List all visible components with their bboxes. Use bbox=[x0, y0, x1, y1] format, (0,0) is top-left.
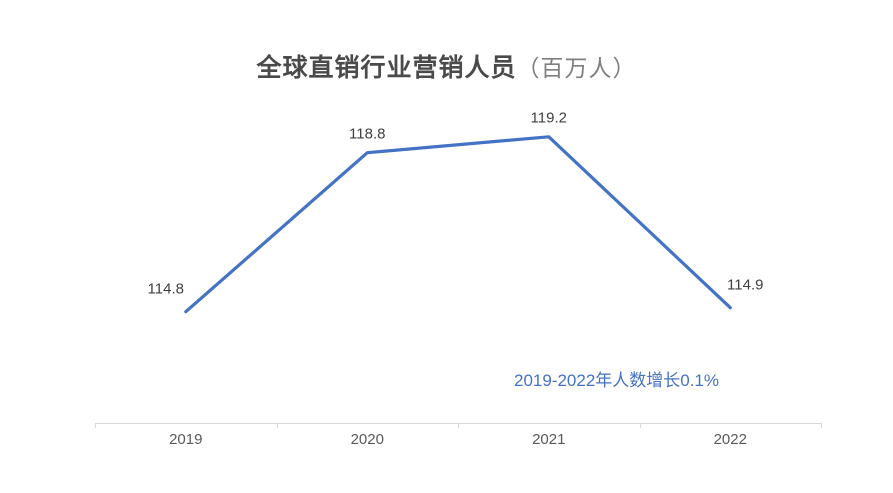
data-label: 118.8 bbox=[349, 125, 386, 143]
x-axis-tick bbox=[639, 423, 641, 428]
growth-annotation: 2019-2022年人数增长0.1% bbox=[514, 371, 720, 390]
x-axis-label: 2022 bbox=[713, 431, 747, 448]
data-label: 119.2 bbox=[530, 109, 567, 127]
x-axis-tick bbox=[95, 423, 96, 428]
chart-title-text: 全球直销行业营销人员 bbox=[256, 54, 517, 82]
chart-title: 全球直销行业营销人员（百万人） bbox=[0, 48, 893, 84]
x-axis-tick bbox=[458, 423, 459, 428]
data-label: 114.9 bbox=[727, 276, 764, 294]
data-label: 114.8 bbox=[147, 280, 184, 298]
x-axis-tick bbox=[821, 423, 822, 428]
x-axis-label: 2021 bbox=[532, 431, 566, 448]
x-axis-tick bbox=[276, 423, 278, 428]
chart-title-unit: （百万人） bbox=[516, 55, 637, 81]
series-line bbox=[184, 135, 732, 314]
x-axis-label: 2020 bbox=[350, 431, 384, 448]
x-axis-label: 2019 bbox=[169, 431, 203, 448]
